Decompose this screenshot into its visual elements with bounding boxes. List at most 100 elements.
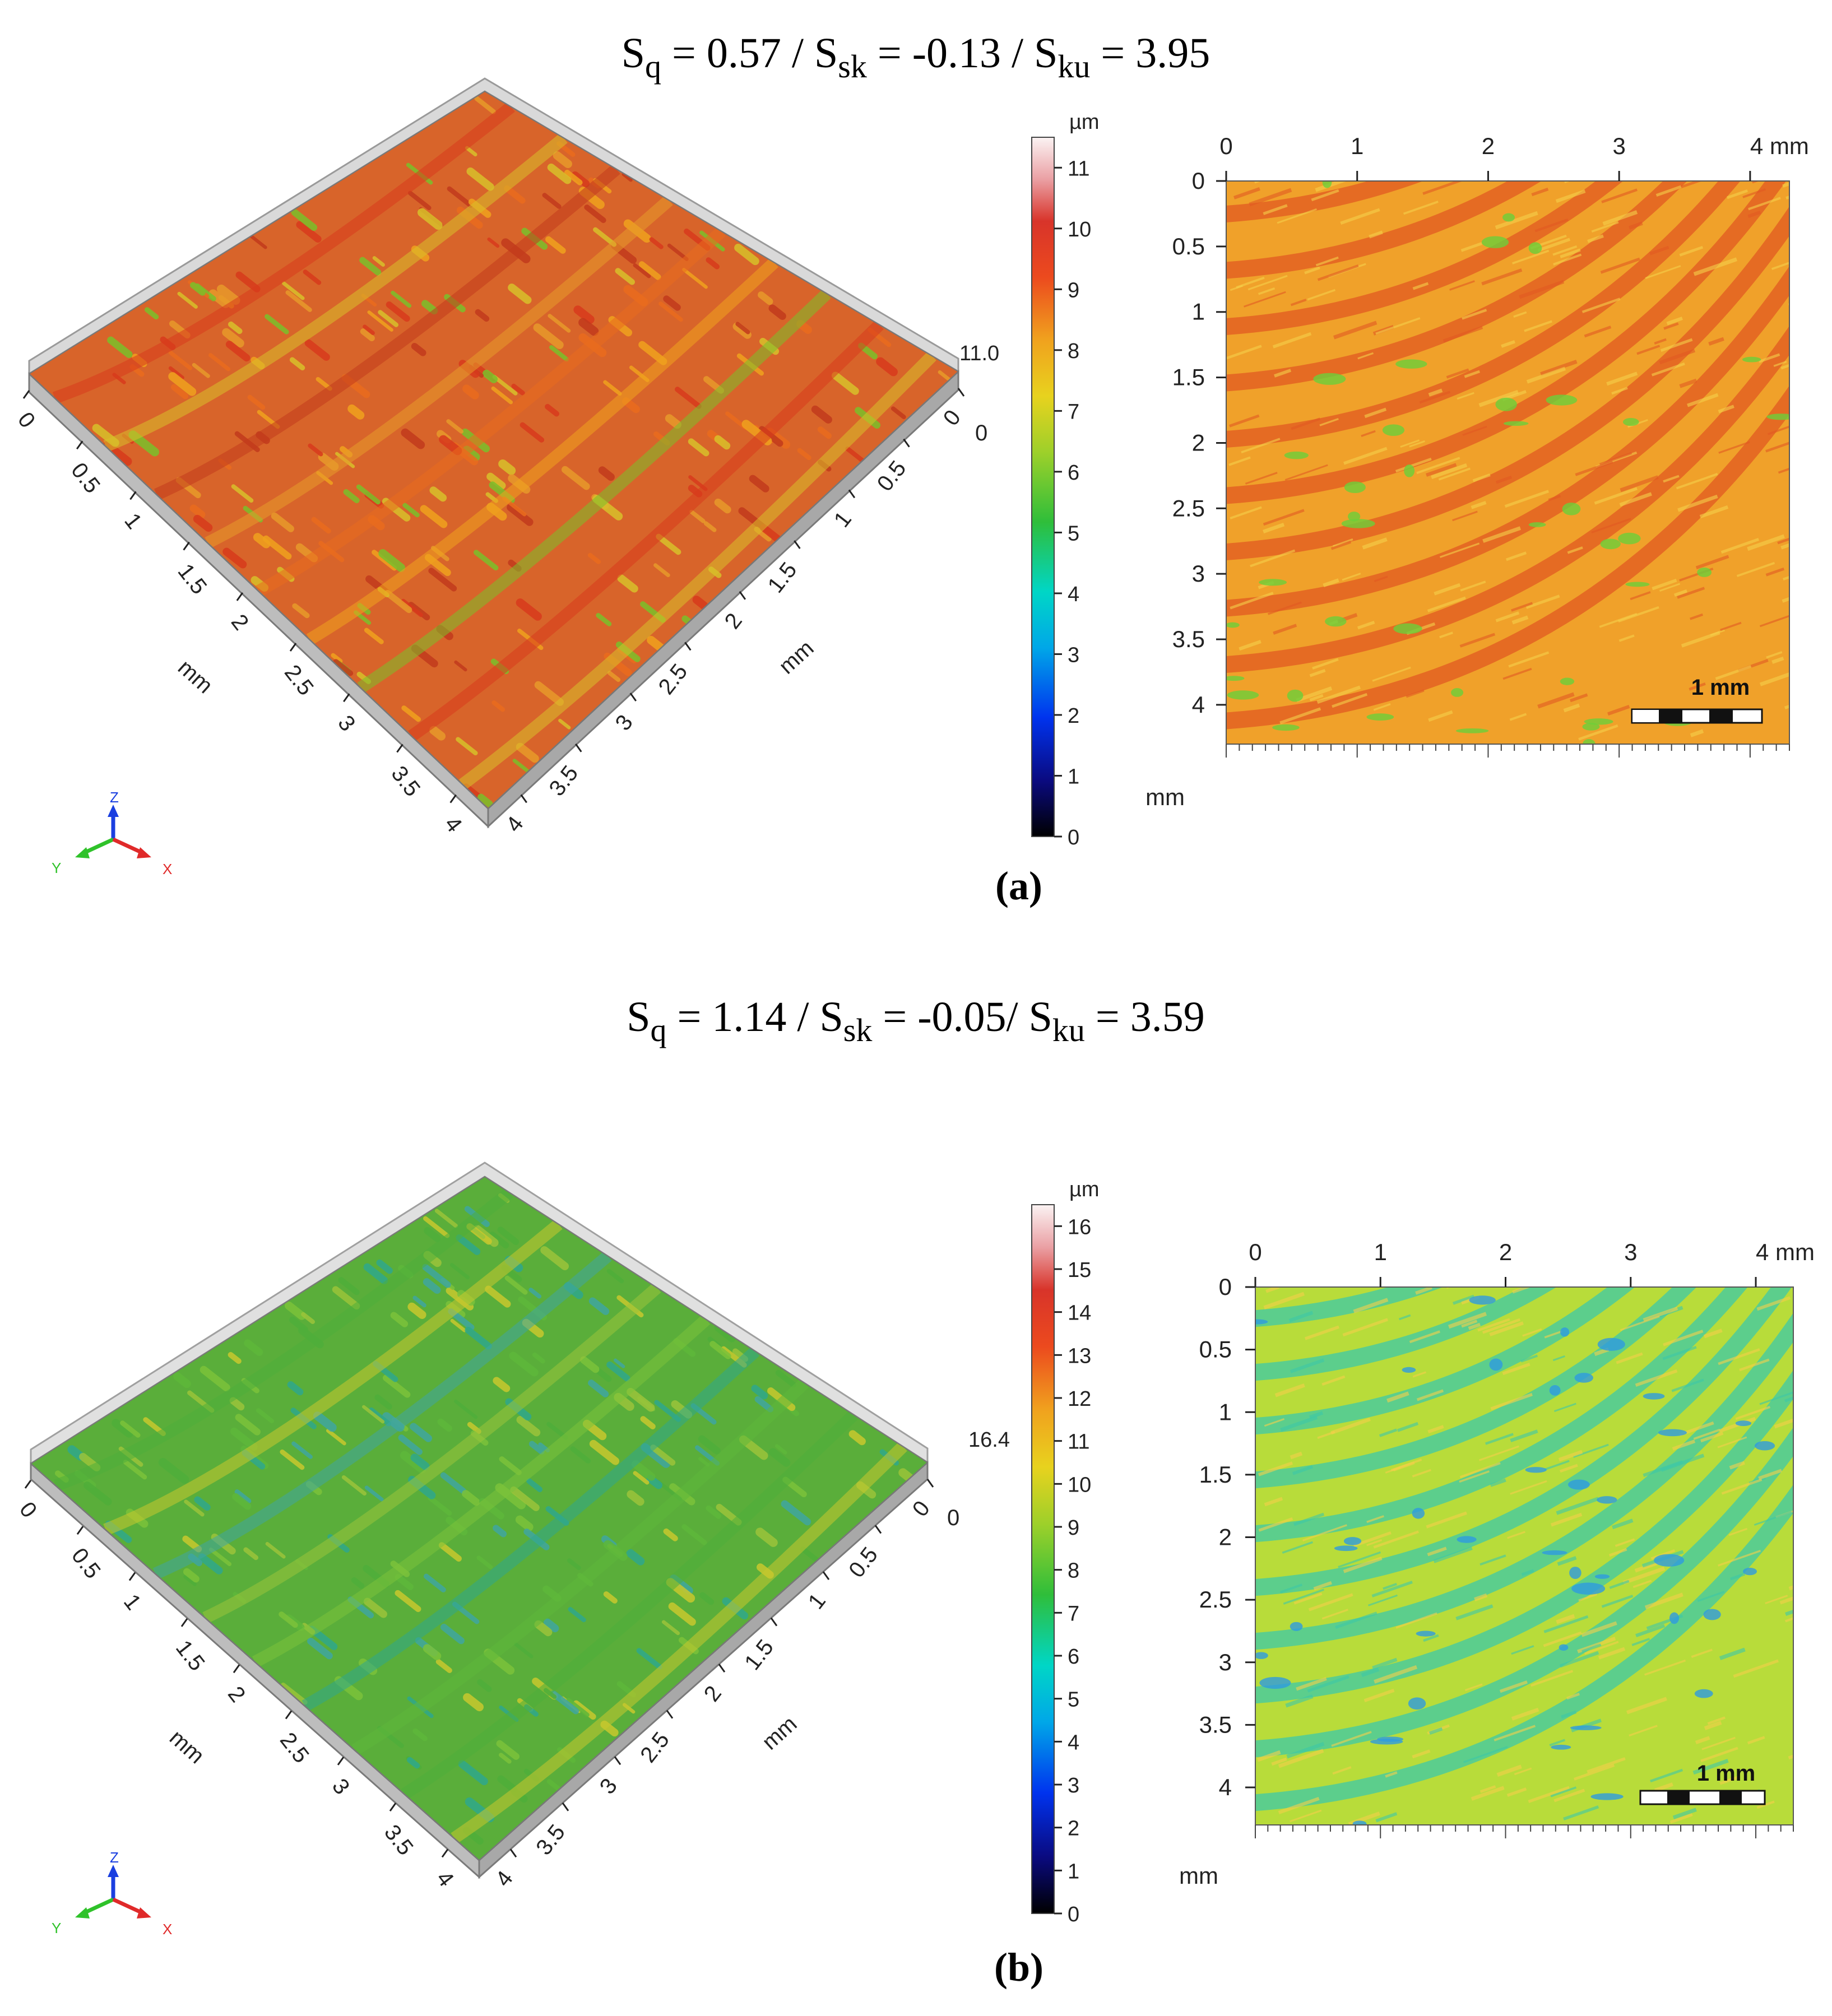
map-streak [1728, 1527, 1748, 1536]
surface-fleck [401, 428, 425, 449]
map-streak [1307, 289, 1336, 301]
surface-fleck [735, 322, 750, 335]
surface-fleck [775, 1369, 797, 1388]
map-streak [1277, 208, 1317, 224]
surface-fleck [573, 305, 595, 324]
surface-fleck [423, 1278, 441, 1294]
map-spot [1226, 622, 1240, 628]
surface-fleck [347, 404, 365, 420]
surface-fleck [67, 1445, 85, 1461]
map-streak [1563, 703, 1580, 713]
surface-fleck [289, 1316, 308, 1333]
map-band [1255, 1312, 1793, 1650]
surface-fleck [265, 314, 289, 335]
map-streak [1249, 188, 1292, 207]
map-streak [1502, 1363, 1530, 1376]
surface-fleck [475, 309, 490, 322]
surface-fleck [549, 345, 569, 362]
map-streak [1374, 575, 1388, 583]
map-spot [1272, 724, 1300, 731]
surface-fleck [516, 742, 539, 763]
map-streak [1453, 1294, 1475, 1305]
surface-fleck [465, 146, 477, 157]
map-streak [1462, 425, 1487, 436]
map-streak [1543, 1631, 1582, 1647]
surface-fleck [699, 1592, 715, 1605]
surface-fleck [83, 1481, 112, 1506]
map-streak [1708, 337, 1724, 346]
z-zero-label-b: 0 [947, 1506, 959, 1530]
x-tick-mark-3d [396, 744, 403, 753]
map-band [1226, 326, 1789, 673]
axis-triad-x: X [163, 861, 172, 877]
map-streak [1591, 221, 1619, 233]
map-streak [1361, 1667, 1380, 1678]
map-streak [1700, 1432, 1724, 1443]
map-streak [1530, 1670, 1574, 1687]
y-tick-mark-3d [822, 1571, 830, 1580]
map-x-tick-label: 4 mm [1750, 133, 1809, 159]
surface-fleck [587, 552, 601, 564]
map-spot [1559, 1644, 1569, 1651]
map-band [1226, 206, 1789, 560]
map-streak [1398, 1314, 1411, 1321]
map-streak [1643, 1460, 1683, 1477]
map-x-tick-label: 2 [1482, 133, 1495, 159]
map-streak [1681, 631, 1720, 648]
surface-fleck [653, 563, 670, 578]
map-streak [1537, 238, 1571, 252]
surface-fleck [401, 598, 423, 617]
map-streak [1655, 185, 1682, 197]
map-streak [1687, 393, 1719, 407]
map-streak [1506, 1787, 1527, 1797]
surface-fleck [458, 1760, 488, 1786]
colorbar-unit-b: µm [1069, 1178, 1100, 1201]
map-streak [1504, 490, 1550, 508]
surface-band [103, 1219, 563, 1536]
map-streak [1233, 187, 1260, 199]
surface-fleck [578, 318, 599, 336]
map-streak [1650, 1768, 1683, 1783]
map-streak [1543, 1615, 1589, 1633]
map-streak [1601, 188, 1638, 203]
axis-triad-x: X [163, 1921, 172, 1938]
surface-fleck [183, 1568, 200, 1583]
map-streak [1263, 204, 1288, 215]
map-spot [1594, 1574, 1610, 1579]
surface-fleck [749, 475, 769, 493]
map-streak [1659, 349, 1696, 365]
map-streak [1291, 417, 1321, 430]
surface-fleck [341, 1475, 367, 1496]
map-streak [1264, 1497, 1283, 1507]
map-streak [1489, 1321, 1524, 1336]
map-y-tick-label: 0 [1219, 1274, 1232, 1300]
x-tick-label-3d: 2 [223, 1682, 250, 1707]
map-streak [1379, 1428, 1398, 1437]
map-spot [1560, 677, 1575, 685]
axis-triad-z: Z [110, 789, 119, 806]
map-streak [1309, 1411, 1324, 1419]
map-streak [1718, 1549, 1761, 1567]
surface-fleck [632, 1460, 656, 1481]
surface-fleck [247, 394, 266, 410]
surface-fleck [668, 1602, 696, 1626]
surface-fleck [440, 1623, 465, 1645]
surface-fleck [477, 793, 493, 807]
map-streak [1290, 1451, 1303, 1460]
surface-fleck [663, 1528, 678, 1541]
map-streak [1412, 1749, 1431, 1759]
surface-fleck [177, 291, 198, 309]
map-streak [1544, 1330, 1562, 1339]
map-streak [1409, 1330, 1441, 1344]
map-streak [1607, 705, 1630, 716]
map-streak [1461, 1320, 1478, 1328]
map-streak [1511, 615, 1529, 625]
surface-fleck [558, 718, 571, 730]
y-tick-mark-3d [926, 1479, 934, 1488]
surface-fleck [372, 550, 397, 571]
map-band [1226, 181, 1786, 504]
surface-band [256, 226, 726, 597]
surface-fleck [406, 1757, 420, 1769]
map-streak [1371, 1581, 1413, 1597]
x-tick-label-3d: 2.5 [280, 661, 318, 700]
